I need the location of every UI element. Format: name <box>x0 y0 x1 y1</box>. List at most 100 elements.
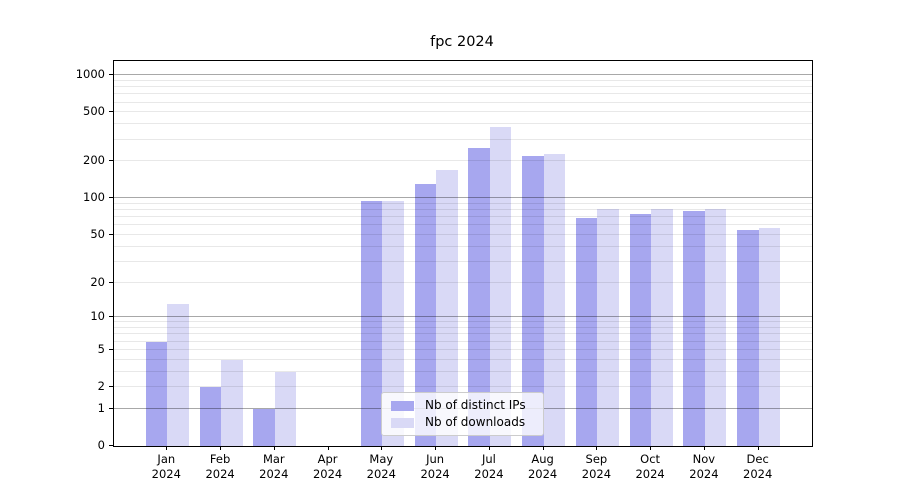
bar-nb-of-downloads-oct <box>651 209 673 446</box>
x-tick-label-mar: Mar 2024 <box>259 452 289 481</box>
y-tick-mark-0 <box>109 445 113 446</box>
bar-nb-of-downloads-jul <box>489 126 512 446</box>
y-tick-mark-100 <box>109 197 113 199</box>
x-tick-label-dec: Dec 2024 <box>743 452 773 481</box>
bar-nb-of-downloads-may <box>382 200 404 446</box>
y-tick-mark-2 <box>109 386 113 387</box>
gridline-minor-30 <box>114 260 812 262</box>
bar-nb-of-downloads-aug <box>543 153 566 446</box>
bar-nb-of-downloads-nov <box>704 208 727 446</box>
y-tick-label-1000: 1000 <box>75 67 105 82</box>
x-tick-mark-sep <box>596 446 598 450</box>
gridline-minor-700 <box>114 93 812 95</box>
legend-item-downloads: Nb of downloads <box>391 414 537 431</box>
gridline-minor-4 <box>114 358 812 360</box>
x-tick-mark-mar <box>273 446 275 450</box>
y-tick-label-100: 100 <box>83 190 105 205</box>
y-tick-label-5: 5 <box>97 341 105 356</box>
gridline-minor-800 <box>114 86 812 87</box>
plot-area: Nb of distinct IPs Nb of downloads <box>113 60 813 447</box>
bar-nb-of-distinct-ips-oct <box>629 213 652 446</box>
gridline-minor-50 <box>114 233 812 235</box>
bar-nb-of-distinct-ips-jun <box>414 184 437 446</box>
y-tick-label-50: 50 <box>90 226 105 241</box>
y-tick-label-20: 20 <box>90 274 105 289</box>
y-tick-label-10: 10 <box>90 309 105 324</box>
y-tick-mark-20 <box>109 281 113 283</box>
chart-title: fpc 2024 <box>430 34 494 50</box>
bar-nb-of-downloads-mar <box>274 371 297 446</box>
x-tick-label-feb: Feb 2024 <box>205 452 235 481</box>
gridline-minor-200 <box>114 160 812 162</box>
gridline-minor-8 <box>114 327 812 328</box>
gridline-minor-400 <box>114 123 812 125</box>
bar-nb-of-downloads-jan <box>167 304 189 446</box>
x-tick-label-apr: Apr 2024 <box>312 452 343 481</box>
x-tick-label-jan: Jan 2024 <box>151 452 181 481</box>
y-tick-label-2: 2 <box>97 379 105 393</box>
x-tick-label-may: May 2024 <box>366 452 396 481</box>
gridline-minor-70 <box>114 216 812 218</box>
y-tick-mark-1 <box>109 407 113 409</box>
gridline-minor-900 <box>114 79 812 81</box>
y-tick-mark-1000 <box>109 74 113 76</box>
gridline-minor-9 <box>114 321 812 323</box>
gridline-minor-600 <box>114 101 812 103</box>
gridline-minor-2 <box>114 386 812 387</box>
bar-nb-of-downloads-sep <box>597 209 619 446</box>
legend-label-downloads: Nb of downloads <box>425 415 526 429</box>
bar-nb-of-distinct-ips-mar <box>253 408 275 446</box>
x-tick-label-jul: Jul 2024 <box>474 452 504 481</box>
x-tick-mark-aug <box>542 446 544 450</box>
gridline-minor-40 <box>114 245 812 247</box>
x-tick-mark-dec <box>757 446 759 450</box>
x-tick-label-jun: Jun 2024 <box>420 452 450 481</box>
y-tick-label-1: 1 <box>97 400 105 415</box>
bar-nb-of-downloads-feb <box>221 359 243 446</box>
x-tick-mark-oct <box>650 446 652 450</box>
x-tick-mark-jan <box>166 446 168 450</box>
x-tick-mark-apr <box>327 446 329 450</box>
legend-swatch-downloads-icon <box>391 417 414 428</box>
gridline-major-10 <box>114 316 812 318</box>
y-tick-label-0: 0 <box>97 438 105 452</box>
x-tick-mark-jul <box>488 446 490 450</box>
gridline-major-100 <box>114 197 812 199</box>
y-tick-mark-50 <box>109 233 113 235</box>
bar-nb-of-distinct-ips-may <box>360 200 383 446</box>
legend-item-distinct-ips: Nb of distinct IPs <box>391 397 537 414</box>
gridline-minor-7 <box>114 333 812 335</box>
bar-nb-of-distinct-ips-nov <box>683 211 705 446</box>
x-tick-mark-jun <box>435 446 437 450</box>
bar-nb-of-distinct-ips-sep <box>575 217 598 446</box>
gridline-minor-60 <box>114 224 812 226</box>
gridline-major-1000 <box>114 74 812 76</box>
x-tick-label-sep: Sep 2024 <box>581 452 612 481</box>
legend-label-distinct-ips: Nb of distinct IPs <box>425 398 526 412</box>
legend-swatch-distinct-ips-icon <box>391 400 414 411</box>
bar-nb-of-distinct-ips-jan <box>145 341 168 446</box>
gridline-minor-3 <box>114 370 812 372</box>
y-tick-mark-200 <box>109 160 113 162</box>
legend: Nb of distinct IPs Nb of downloads <box>381 392 544 436</box>
bar-nb-of-distinct-ips-aug <box>522 156 544 446</box>
x-tick-label-aug: Aug 2024 <box>527 452 558 481</box>
gridline-minor-80 <box>114 209 812 211</box>
y-tick-label-500: 500 <box>83 104 105 119</box>
x-tick-mark-may <box>381 446 383 450</box>
gridline-minor-500 <box>114 111 812 113</box>
bar-nb-of-downloads-dec <box>758 228 781 446</box>
x-tick-mark-nov <box>703 446 705 450</box>
y-tick-mark-10 <box>109 316 113 318</box>
gridline-minor-90 <box>114 202 812 204</box>
gridline-minor-300 <box>114 138 812 140</box>
y-tick-mark-500 <box>109 111 113 113</box>
y-tick-label-200: 200 <box>83 153 105 168</box>
gridline-minor-6 <box>114 340 812 342</box>
y-tick-mark-5 <box>109 348 113 350</box>
x-tick-label-nov: Nov 2024 <box>689 452 719 481</box>
x-tick-mark-feb <box>220 446 222 450</box>
gridline-minor-5 <box>114 348 812 350</box>
bar-nb-of-distinct-ips-feb <box>199 387 222 446</box>
